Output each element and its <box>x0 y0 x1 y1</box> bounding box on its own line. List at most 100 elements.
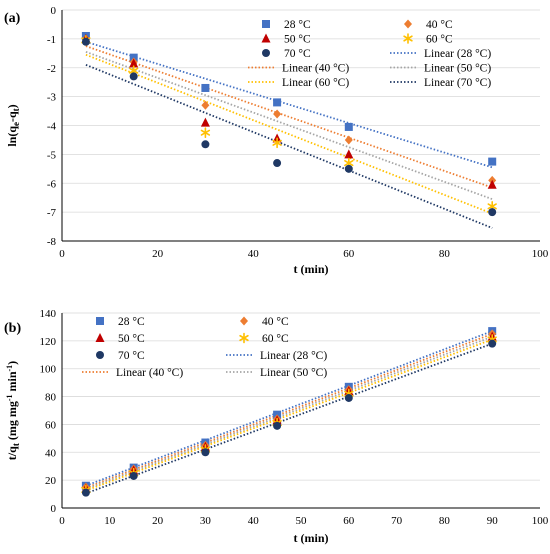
x-tick-label: 60 <box>343 248 355 260</box>
data-point-70-c <box>129 471 138 480</box>
data-point-28-c <box>201 83 210 92</box>
data-point-28-c <box>273 98 282 107</box>
y-tick-label: 0 <box>51 5 57 17</box>
legend-label: Linear (70 °C) <box>424 77 491 89</box>
legend-label: 40 °C <box>426 19 453 31</box>
fit-line-1f3864 <box>85 342 493 495</box>
y-tick-label: 60 <box>45 419 57 431</box>
x-tick-label: 90 <box>487 515 499 527</box>
y-tick-label: -5 <box>47 149 57 161</box>
data-point-28-c <box>344 122 353 131</box>
legend-label: 50 °C <box>284 34 311 46</box>
data-point-70-c <box>81 488 90 497</box>
legend-marker-40-c <box>240 316 248 326</box>
legend: 28 °C 40 °C 50 °C 60 °C 70 °C Linear (28 °C) L… <box>248 19 491 89</box>
data-point-70-c <box>344 164 353 173</box>
x-tick-label: 70 <box>391 515 403 527</box>
data-point-28-c <box>488 157 497 166</box>
data-point-40-c <box>201 100 210 110</box>
fit-line-ffc000 <box>85 53 493 215</box>
legend-marker-28-c <box>96 317 104 325</box>
legend-label: 40 °C <box>262 316 289 328</box>
legend-label: 28 °C <box>118 316 145 328</box>
legend-label: 60 °C <box>262 333 289 345</box>
x-tick-label: 40 <box>248 248 260 260</box>
y-tick-label: -4 <box>47 121 57 133</box>
x-tick-label: 20 <box>152 248 164 260</box>
legend-label: Linear (50 °C) <box>260 367 327 379</box>
legend-marker-40-c <box>404 19 412 29</box>
data-point-70-c <box>273 421 282 430</box>
y-axis-title: t/qt (mg mg-1 min-1) <box>5 361 21 460</box>
data-point-50-c <box>487 179 497 189</box>
x-tick-label: 80 <box>439 248 451 260</box>
legend-marker-50-c <box>261 33 271 43</box>
data-point-70-c <box>488 339 497 348</box>
data-point-50-c <box>200 117 210 127</box>
data-point-50-c <box>344 149 354 159</box>
fit-line-ffc000 <box>85 338 493 492</box>
data-point-60-c <box>272 137 282 149</box>
x-tick-label: 100 <box>532 248 549 260</box>
legend-marker-70-c <box>96 351 104 359</box>
x-tick-label: 60 <box>343 515 355 527</box>
data-point-40-c <box>273 109 282 119</box>
data-point-70-c <box>273 159 282 168</box>
x-tick-label: 10 <box>104 515 116 527</box>
legend-marker-70-c <box>262 49 270 57</box>
data-point-70-c <box>344 393 353 402</box>
y-tick-label: 40 <box>45 447 57 459</box>
fit-line-4472c4 <box>85 330 493 487</box>
fit-line-ed7d31 <box>85 333 493 489</box>
panel-label: (a) <box>4 11 21 26</box>
legend-label: Linear (40 °C) <box>282 63 349 75</box>
y-tick-label: 140 <box>40 308 57 320</box>
legend-label: 28 °C <box>284 19 311 31</box>
legend-label: Linear (28 °C) <box>424 48 491 60</box>
data-point-70-c <box>488 208 497 217</box>
y-axis-title: ln(qe-qt) <box>5 104 21 146</box>
y-tick-label: -7 <box>47 207 57 219</box>
x-tick-label: 100 <box>532 515 549 527</box>
legend-label: Linear (60 °C) <box>282 77 349 89</box>
fit-line-4472c4 <box>85 40 493 169</box>
x-tick-label: 50 <box>296 515 308 527</box>
data-point-70-c <box>129 72 138 81</box>
y-tick-label: 0 <box>51 503 57 515</box>
x-axis-title: t (min) <box>294 262 329 276</box>
legend-label: 60 °C <box>426 34 453 46</box>
y-tick-label: 100 <box>40 364 57 376</box>
x-tick-label: 30 <box>200 515 212 527</box>
legend-label: 70 °C <box>118 350 145 362</box>
fit-line-a5a5a5 <box>85 335 493 491</box>
panel-b: 0 20 40 60 80 100 120 140 0 10 20 30 40 50 60 70 80 90 100… <box>4 308 549 545</box>
legend-label: Linear (50 °C) <box>424 63 491 75</box>
legend-marker-28-c <box>262 20 270 28</box>
x-tick-label: 40 <box>248 515 260 527</box>
fit-line-1f3864 <box>85 64 493 229</box>
y-tick-label: -8 <box>47 236 57 248</box>
legend-label: 50 °C <box>118 333 145 345</box>
y-tick-label: 20 <box>45 475 57 487</box>
legend-label: Linear (40 °C) <box>116 367 183 379</box>
legend-label: Linear (28 °C) <box>260 350 327 362</box>
x-tick-label: 20 <box>152 515 164 527</box>
data-point-60-c <box>200 127 211 139</box>
legend: 28 °C 40 °C 50 °C 60 °C 70 °C Linear (28 °C) L… <box>82 316 327 379</box>
x-tick-label: 80 <box>439 515 451 527</box>
y-tick-label: -1 <box>47 34 56 46</box>
legend-label: 70 °C <box>284 48 311 60</box>
data-point-70-c <box>81 37 90 46</box>
x-tick-label: 0 <box>59 248 65 260</box>
legend-marker-60-c <box>403 33 413 44</box>
y-tick-label: 80 <box>45 392 57 404</box>
y-tick-label: -3 <box>47 92 57 104</box>
y-tick-label: 120 <box>40 336 57 348</box>
y-tick-label: -6 <box>47 178 57 190</box>
x-tick-label: 0 <box>59 515 65 527</box>
y-tick-label: -2 <box>47 63 56 75</box>
data-point-40-c <box>344 135 353 145</box>
